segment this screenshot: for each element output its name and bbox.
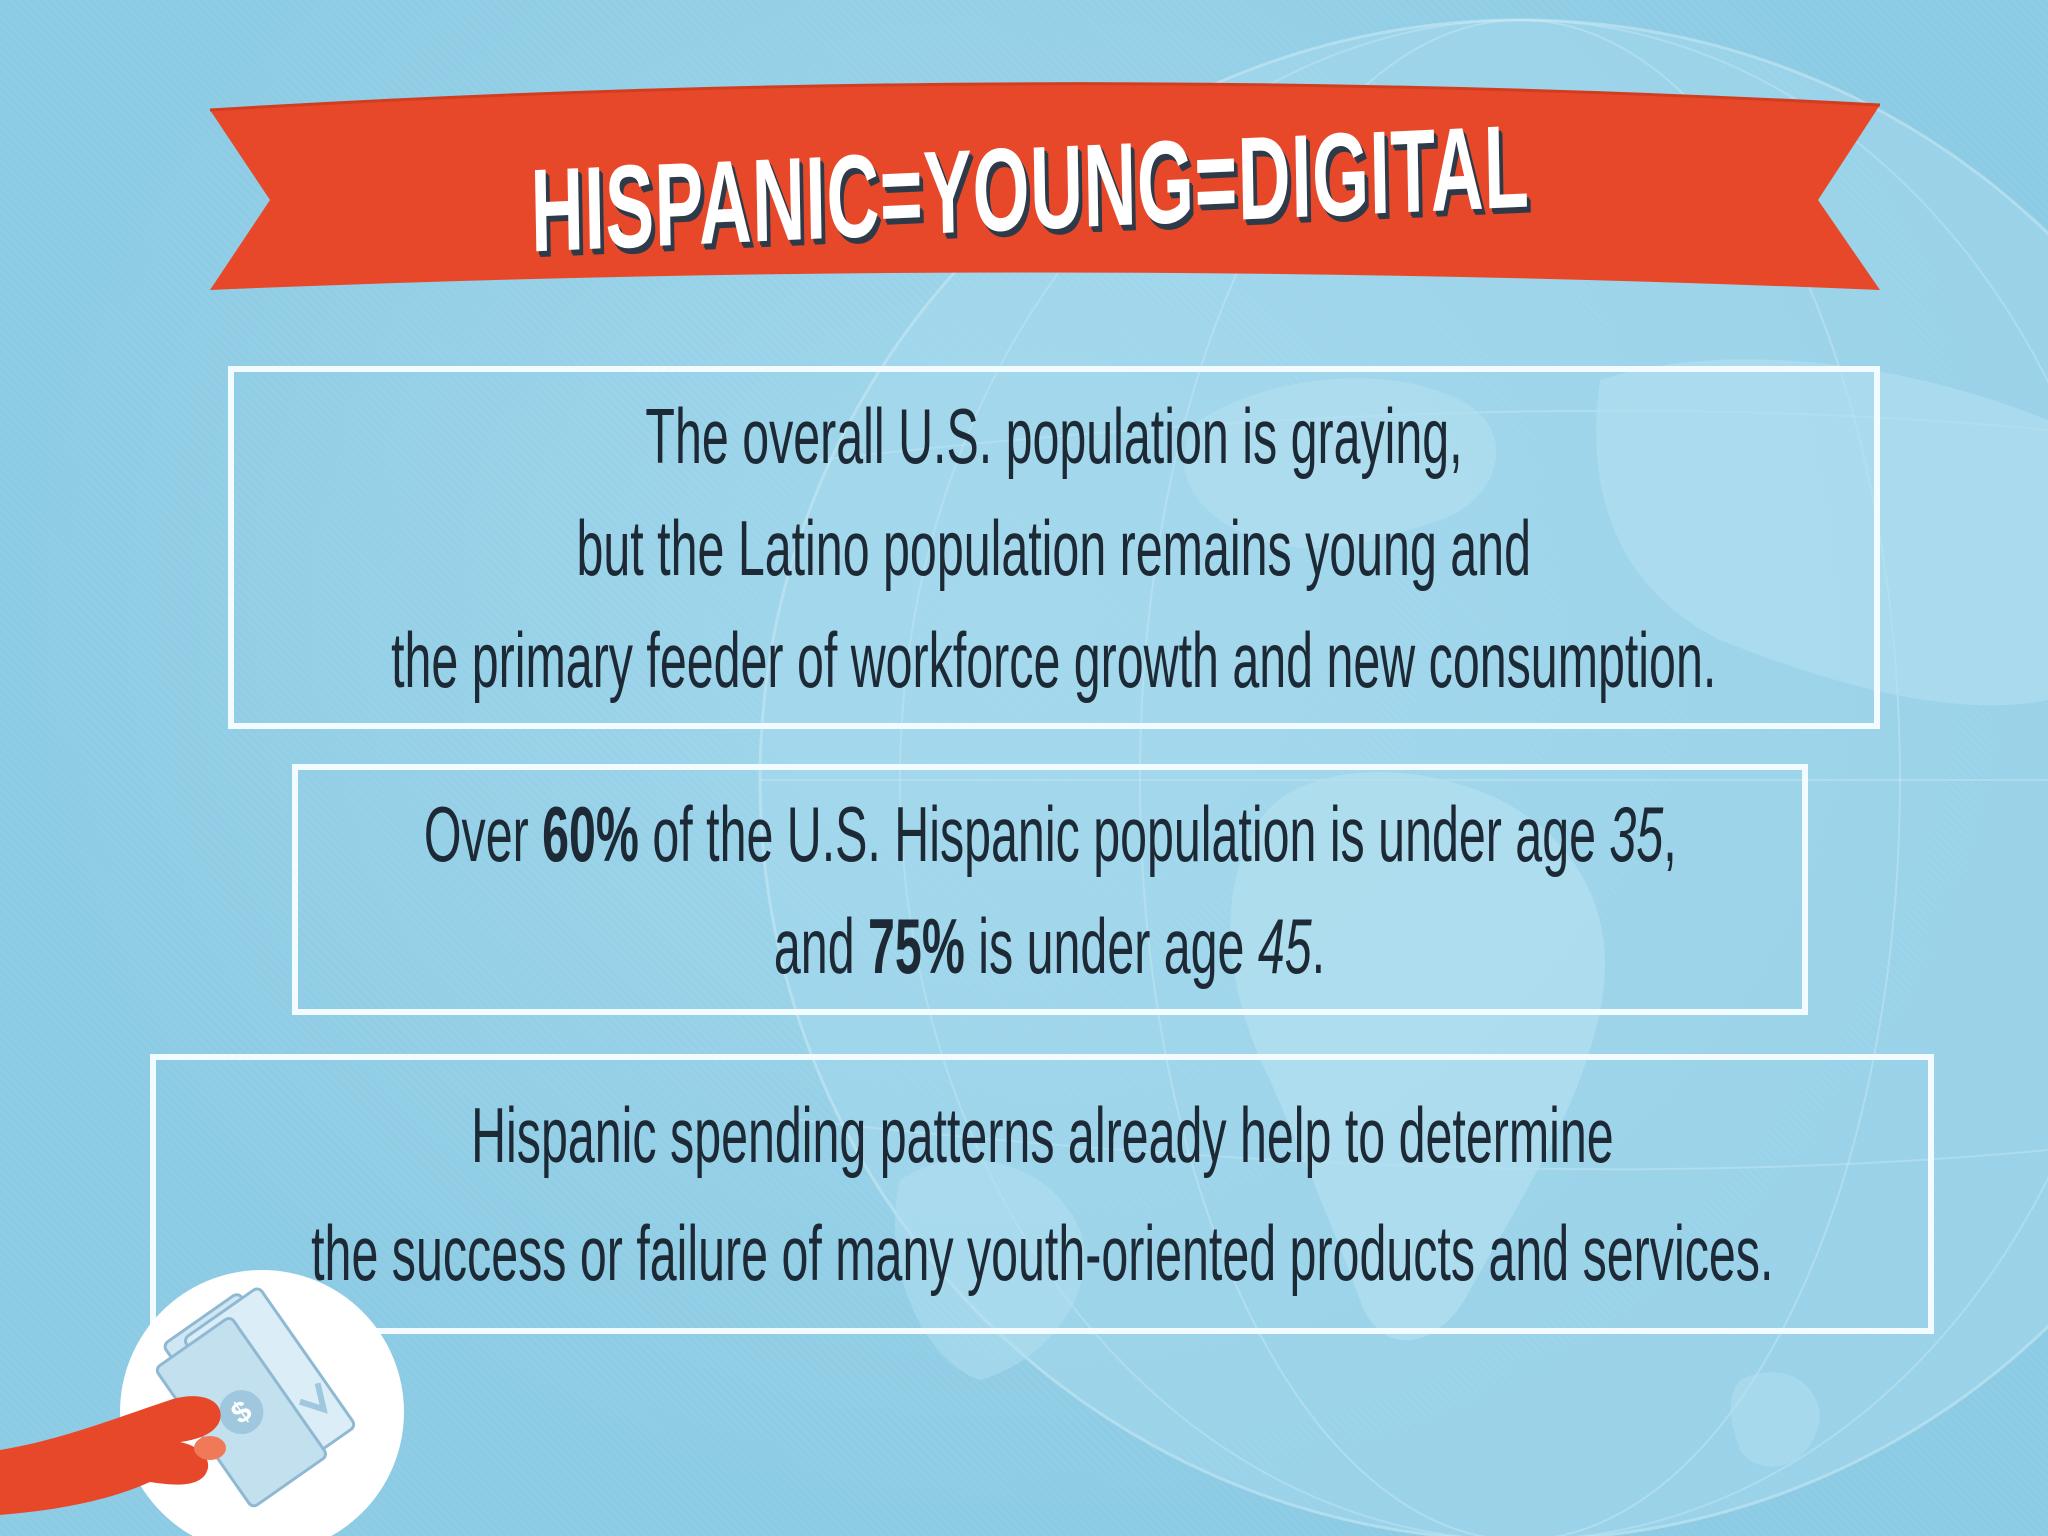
box1-line-1: The overall U.S. population is graying, bbox=[645, 391, 1463, 480]
box1-line-3: the primary feeder of workforce growth a… bbox=[391, 615, 1717, 704]
box2-line1-pre: Over bbox=[423, 789, 542, 878]
box1-line-2: but the Latino population remains young … bbox=[576, 503, 1532, 592]
box2-line1-post: , bbox=[1662, 789, 1677, 878]
text-box-age-stats: Over 60% of the U.S. Hispanic population… bbox=[292, 764, 1808, 1015]
stat-60-percent: 60% bbox=[541, 789, 639, 878]
box2-line-2: and 75% is under age 45. bbox=[774, 890, 1325, 1002]
box2-line2-mid: is under age bbox=[965, 901, 1259, 990]
age-35: 35 bbox=[1609, 789, 1663, 878]
box2-line2-pre: and bbox=[774, 901, 869, 990]
box2-line-1: Over 60% of the U.S. Hispanic population… bbox=[424, 778, 1677, 890]
box3-line-1: Hispanic spending patterns already help … bbox=[470, 1091, 1614, 1179]
box2-line2-post: . bbox=[1312, 901, 1326, 990]
stat-75-percent: 75% bbox=[868, 901, 966, 990]
text-box-spending: Hispanic spending patterns already help … bbox=[150, 1054, 1934, 1334]
hand-holding-money-icon: $ bbox=[0, 1270, 404, 1536]
text-box-graying: The overall U.S. population is graying, … bbox=[228, 366, 1880, 729]
box3-line-2: the success or failure of many youth-ori… bbox=[310, 1209, 1774, 1297]
age-45: 45 bbox=[1258, 901, 1313, 990]
box2-line1-mid: of the U.S. Hispanic population is under… bbox=[638, 789, 1610, 878]
title-banner bbox=[209, 82, 1881, 291]
